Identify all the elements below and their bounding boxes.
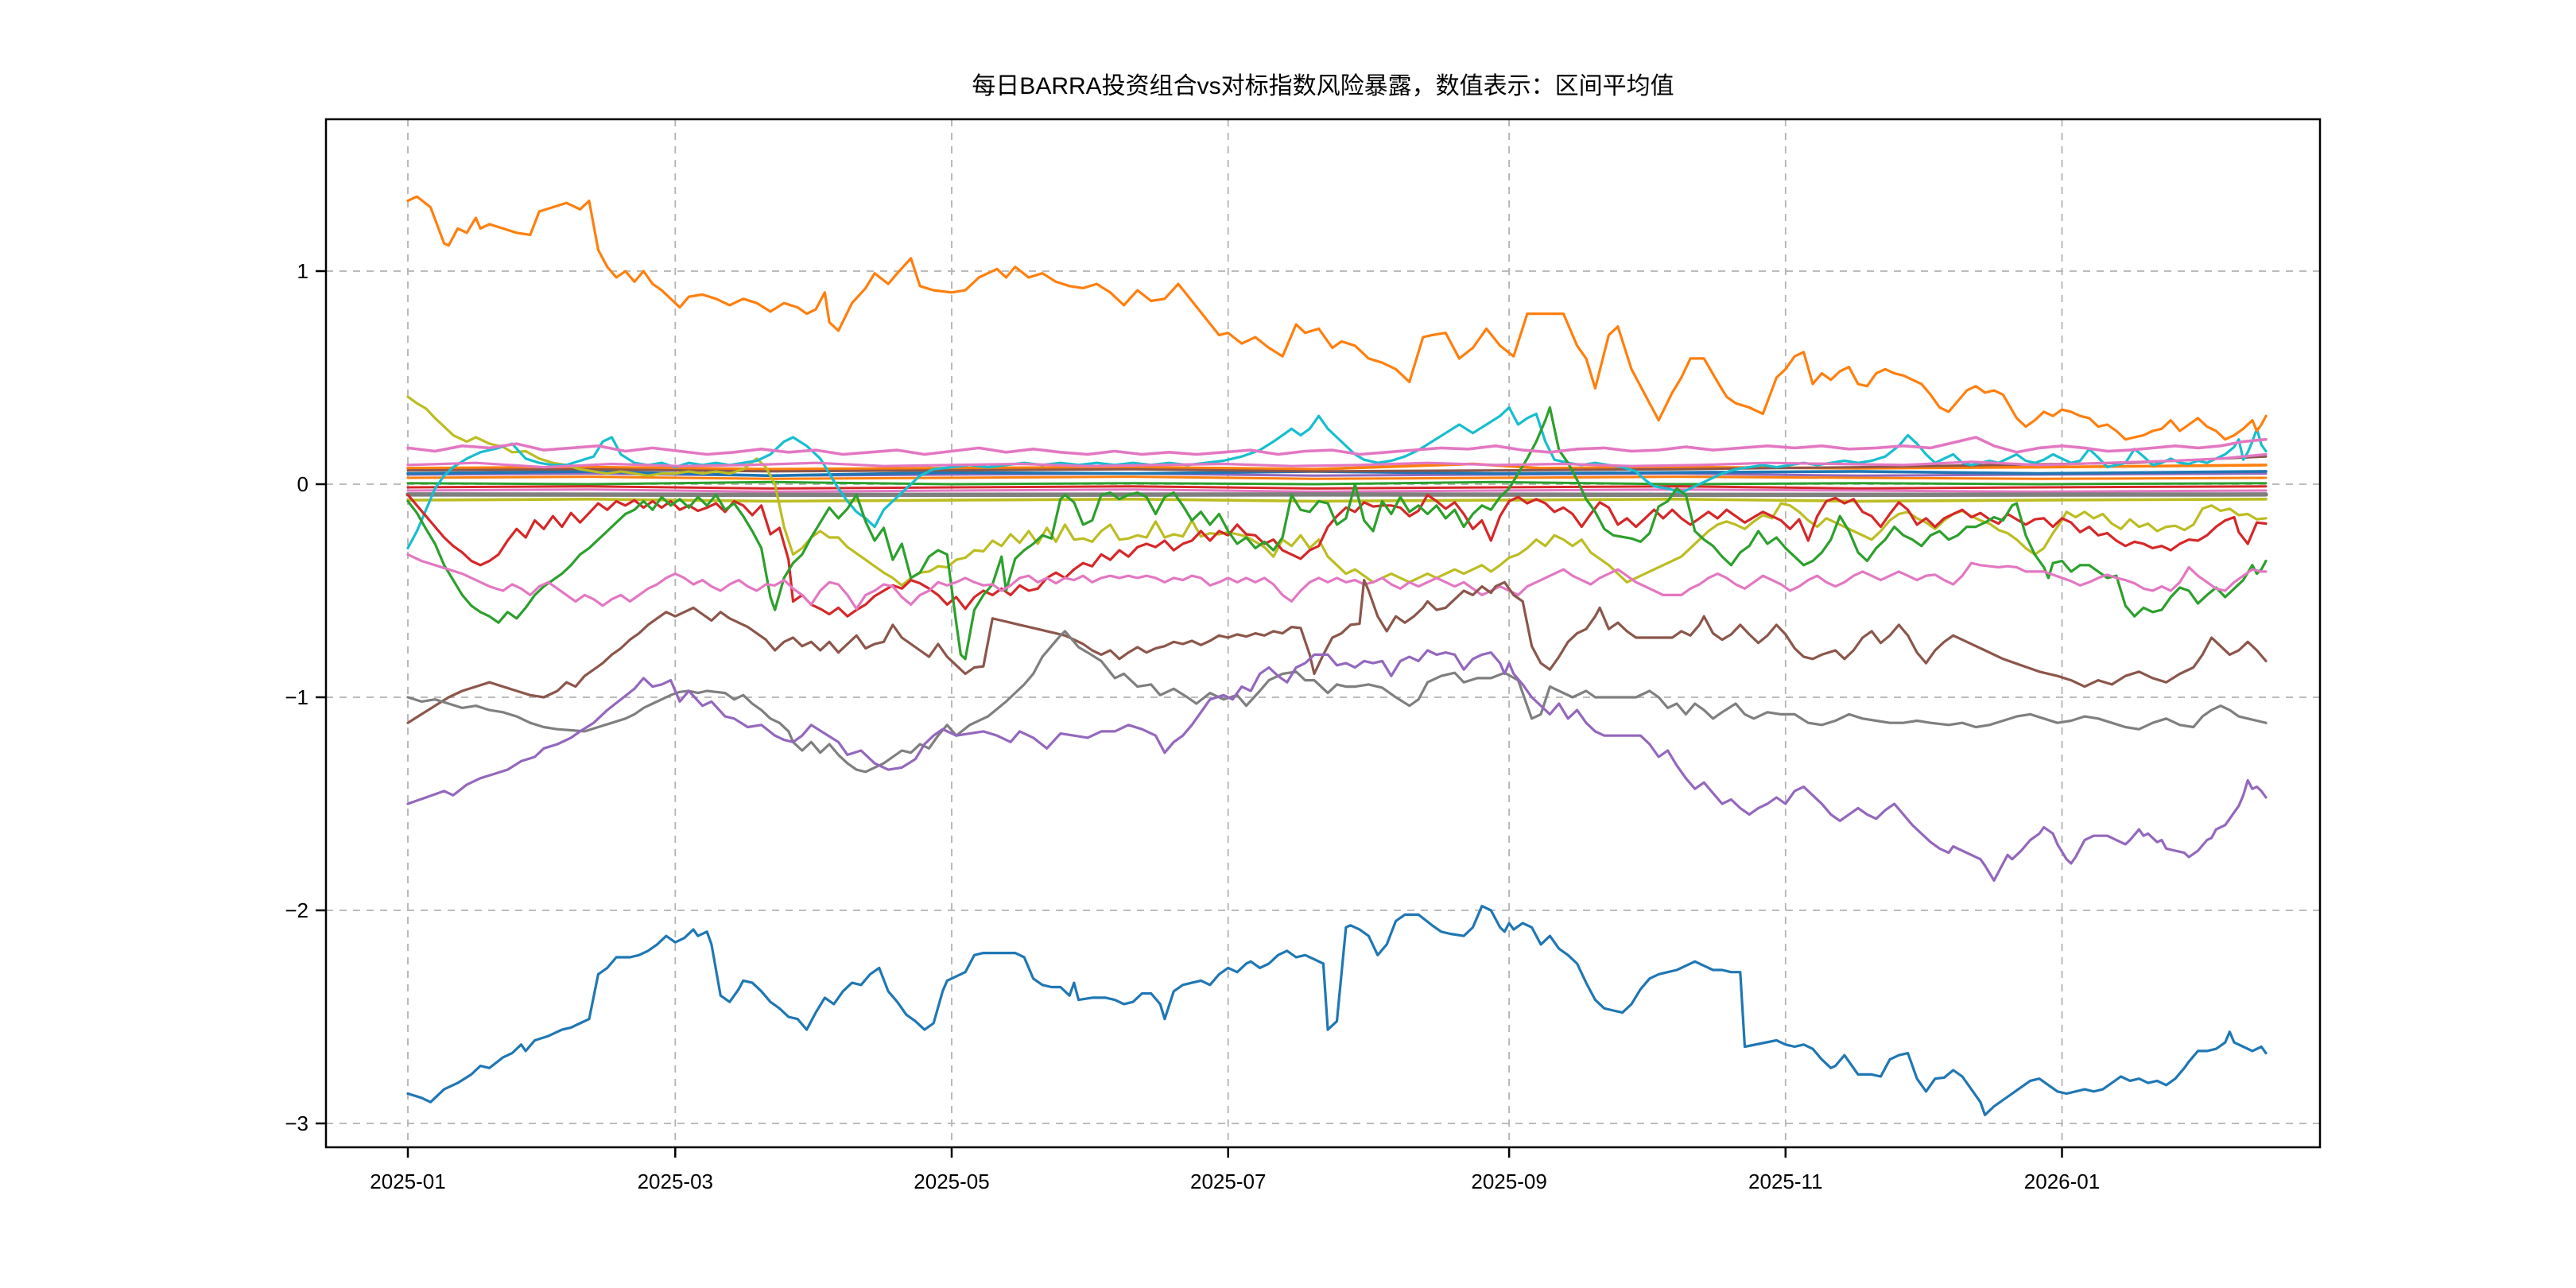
data-series-lines [405,195,2268,1116]
plot-border [324,118,2322,1149]
x-axis-tick-labels: 2025-01 2025-03 2025-05 2025-07 2025-09 2025-… [370,1170,2100,1193]
x-tick-label: 2026-01 [2024,1170,2100,1193]
series-line-pink [406,553,2268,611]
series-line-blue [406,904,2268,1116]
series-line-red [406,493,2268,618]
series-line-flat-magenta [406,488,2268,493]
x-tick-label: 2025-07 [1190,1170,1266,1193]
series-line-green [406,405,2268,661]
series-line-purple [406,649,2268,883]
x-tick-label: 2025-05 [914,1170,989,1193]
x-tick-label: 2025-09 [1471,1170,1546,1193]
series-line-orange [406,195,2268,441]
series-line-flat-orange-2 [406,475,2268,480]
series-line-pink-upper-1 [406,436,2268,456]
x-tick-label: 2025-11 [1748,1170,1823,1193]
gridlines [326,119,2320,1147]
series-line-gray [406,630,2268,774]
axis-ticks [316,270,2063,1158]
x-tick-label: 2025-03 [638,1170,713,1193]
series-line-brown [406,578,2268,724]
series-line-cyan [406,405,2268,550]
y-tick-label: −3 [285,1111,308,1135]
series-line-flat-red [406,485,2268,490]
series-line-olive [406,395,2268,587]
series-line-flat-green [406,480,2268,486]
y-tick-label: −2 [285,898,308,922]
series-line-pink-upper-2 [406,452,2268,469]
y-tick-label: −1 [285,685,308,709]
y-tick-label: 0 [297,472,308,496]
x-tick-label: 2025-01 [370,1170,445,1193]
y-axis-tick-labels: 1 0 −1 −2 −3 [285,259,308,1135]
y-tick-label: 1 [297,259,308,283]
chart-title: 每日BARRA投资组合vs对标指数风险暴露，数值表示：区间平均值 [972,73,1674,99]
